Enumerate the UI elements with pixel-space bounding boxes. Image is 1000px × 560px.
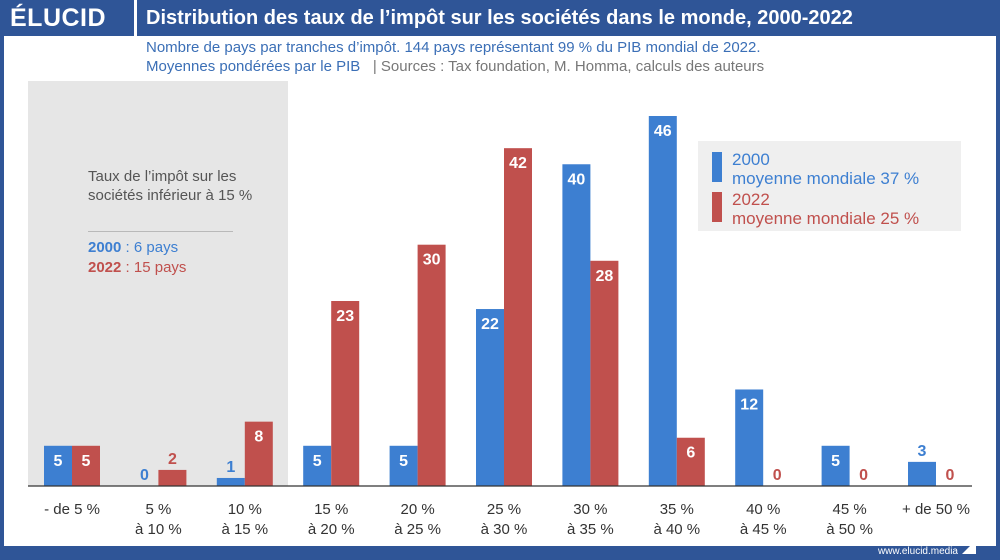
annotation-2000-detail: : 6 pays (121, 239, 179, 256)
category-label-1-0: 5 % (145, 501, 171, 518)
value-label-2022-0: 5 (82, 453, 91, 470)
bar-2022-4 (417, 244, 446, 486)
value-label-2000-2: 1 (226, 459, 235, 476)
bar-2022-3 (331, 301, 360, 486)
value-label-2000-10: 3 (918, 443, 927, 460)
right-border (996, 36, 1000, 546)
category-label-1-1: à 10 % (135, 521, 182, 538)
category-label-4-0: 20 % (400, 501, 434, 518)
value-label-2000-3: 5 (313, 453, 322, 470)
left-border (0, 36, 4, 546)
chart-subtitle: Nombre de pays par tranches d’impôt. 144… (146, 38, 764, 76)
category-label-6-1: à 35 % (567, 521, 614, 538)
category-label-2-0: 10 % (228, 501, 262, 518)
category-label-9-0: 45 % (832, 501, 866, 518)
value-label-2000-1: 0 (140, 467, 149, 484)
value-label-2000-6: 40 (568, 171, 586, 188)
category-label-3-1: à 20 % (308, 521, 355, 538)
subtitle-line-1: Nombre de pays par tranches d’impôt. 144… (146, 39, 761, 56)
website-link[interactable]: www.elucid.media (877, 546, 958, 557)
category-label-7-0: 35 % (660, 501, 694, 518)
annotation-2022: 2022 : 15 pays (88, 259, 186, 276)
annotation-2022-year: 2022 (88, 259, 122, 276)
bar-2022-1 (158, 469, 187, 486)
legend-year-2000: 2000 (732, 150, 770, 169)
bar-2000-7 (648, 116, 677, 486)
category-label-5-1: à 30 % (481, 521, 528, 538)
brand-logo: ÉLUCID (10, 4, 107, 32)
legend-year-2022: 2022 (732, 190, 770, 209)
chart-title: Distribution des taux de l’impôt sur les… (146, 7, 853, 29)
value-label-2022-10: 0 (946, 467, 955, 484)
annotation-2022-detail: : 15 pays (121, 259, 187, 276)
legend-average-2000: moyenne mondiale 37 % (732, 169, 920, 188)
subtitle-weighting: Moyennes pondérées par le PIB (146, 58, 361, 75)
logo-separator (134, 0, 137, 36)
legend-average-2022: moyenne mondiale 25 % (732, 209, 920, 228)
category-label-2-1: à 15 % (221, 521, 268, 538)
bar-2000-0 (44, 445, 72, 486)
value-label-2000-0: 5 (54, 453, 63, 470)
legend-entry-2022: 2022 moyenne mondiale 25 % (732, 190, 919, 228)
brand-mark-icon (962, 540, 976, 554)
category-label-9-1: à 50 % (826, 521, 873, 538)
value-label-2022-9: 0 (859, 467, 868, 484)
bar-2000-8 (735, 389, 764, 486)
annotation-2000: 2000 : 6 pays (88, 239, 178, 256)
value-label-2022-2: 8 (254, 429, 263, 446)
category-label-3-0: 15 % (314, 501, 348, 518)
bar-2022-2 (244, 421, 273, 486)
bar-2022-7 (676, 437, 705, 486)
bar-2000-5 (476, 309, 504, 486)
bar-2000-10 (908, 461, 936, 486)
value-label-2022-3: 23 (336, 308, 354, 325)
value-label-2022-7: 6 (686, 445, 695, 462)
category-label-8-1: à 45 % (740, 521, 787, 538)
legend: 2000 moyenne mondiale 37 % 2022 moyenne … (698, 141, 961, 231)
bar-2000-3 (303, 445, 332, 486)
value-label-2022-5: 42 (509, 155, 527, 172)
value-label-2000-4: 5 (399, 453, 408, 470)
category-label-6-0: 30 % (573, 501, 607, 518)
value-label-2000-8: 12 (740, 396, 758, 413)
footer-band (0, 546, 1000, 560)
bar-2022-5 (504, 148, 532, 486)
category-label-5-0: 25 % (487, 501, 521, 518)
low-rate-highlight (28, 81, 288, 486)
bar-2000-6 (562, 164, 591, 486)
bar-2022-6 (590, 260, 619, 486)
annotation-divider (88, 231, 233, 232)
legend-swatch-2000 (712, 152, 722, 182)
legend-entry-2000: 2000 moyenne mondiale 37 % (732, 150, 919, 188)
value-label-2000-9: 5 (831, 453, 840, 470)
bar-2000-2 (216, 477, 245, 486)
header-band (0, 0, 1000, 36)
source-note: | Sources : Tax foundation, M. Homma, ca… (372, 58, 765, 75)
bar-2000-9 (821, 445, 850, 486)
subtitle-line-2: Moyennes pondérées par le PIB | Sources … (146, 57, 764, 76)
category-label-8-0: 40 % (746, 501, 780, 518)
category-label-0-0: - de 5 % (44, 501, 100, 518)
category-label-4-1: à 25 % (394, 521, 441, 538)
value-label-2022-1: 2 (168, 451, 177, 468)
value-label-2022-6: 28 (596, 268, 614, 285)
low-rate-annotation: Taux de l’impôt sur les sociétés inférie… (88, 168, 253, 204)
value-label-2000-5: 22 (481, 316, 499, 333)
legend-swatch-2022 (712, 192, 722, 222)
value-label-2022-4: 30 (423, 252, 441, 269)
bar-2022-0 (72, 445, 100, 486)
category-label-10-0: + de 50 % (902, 501, 970, 518)
annotation-2000-year: 2000 (88, 239, 122, 256)
bar-2000-4 (389, 445, 418, 486)
value-label-2022-8: 0 (773, 467, 782, 484)
value-label-2000-7: 46 (654, 123, 672, 140)
category-label-7-1: à 40 % (653, 521, 700, 538)
